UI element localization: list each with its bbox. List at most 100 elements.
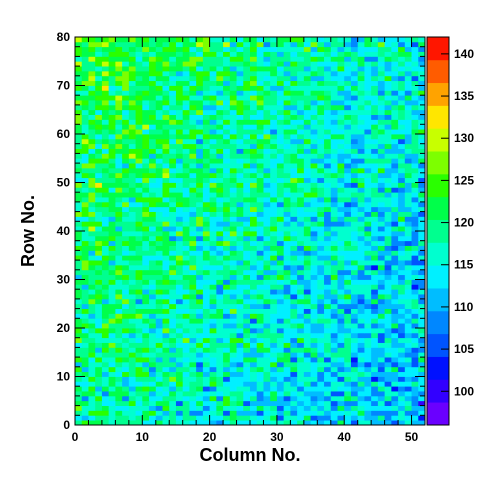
- heatmap-cell: [175, 342, 184, 348]
- heatmap-cell: [75, 153, 83, 159]
- heatmap-cell: [229, 66, 237, 72]
- heatmap-cell: [216, 376, 224, 382]
- heatmap-cell: [270, 260, 278, 266]
- heatmap-cell: [364, 143, 372, 149]
- heatmap-cell: [297, 313, 305, 319]
- heatmap-cell: [384, 226, 392, 232]
- heatmap-cell: [324, 124, 332, 130]
- heatmap-cell: [175, 376, 184, 382]
- heatmap-cell: [263, 138, 271, 145]
- heatmap-cell: [350, 337, 359, 343]
- heatmap-cell: [404, 221, 412, 227]
- heatmap-cell: [270, 269, 278, 276]
- heatmap-cell: [256, 119, 264, 125]
- heatmap-cell: [182, 308, 190, 314]
- heatmap-cell: [404, 318, 412, 324]
- heatmap-cell: [196, 308, 204, 314]
- heatmap-cell: [270, 289, 278, 295]
- heatmap-cell: [276, 303, 285, 309]
- heatmap-cell: [391, 352, 399, 358]
- heatmap-cell: [350, 46, 359, 52]
- heatmap-cell: [243, 279, 251, 285]
- heatmap-cell: [324, 289, 332, 295]
- heatmap-cell: [175, 143, 184, 149]
- heatmap-cell: [411, 124, 419, 130]
- heatmap-cell: [162, 386, 170, 392]
- heatmap-cell: [175, 197, 184, 203]
- heatmap-cell: [95, 240, 103, 246]
- x-tick-label: 40: [338, 430, 352, 444]
- heatmap-cell: [189, 332, 197, 339]
- heatmap-cell: [142, 284, 150, 290]
- heatmap-cell: [270, 51, 278, 57]
- heatmap-cell: [162, 381, 170, 387]
- heatmap-cell: [149, 201, 157, 208]
- heatmap-cell: [270, 41, 278, 48]
- heatmap-cell: [142, 104, 150, 111]
- heatmap-cell: [377, 255, 386, 261]
- heatmap-cell: [115, 216, 123, 222]
- heatmap-cell: [135, 197, 143, 203]
- heatmap-cell: [297, 177, 305, 183]
- heatmap-cell: [101, 124, 110, 130]
- heatmap-cell: [391, 376, 399, 382]
- heatmap-cell: [223, 148, 231, 154]
- heatmap-cell: [250, 129, 258, 135]
- heatmap-cell: [377, 80, 386, 86]
- heatmap-cell: [303, 308, 311, 314]
- heatmap-cell: [162, 357, 170, 363]
- heatmap-cell: [310, 37, 318, 43]
- heatmap-cell: [418, 269, 426, 276]
- heatmap-cell: [175, 279, 184, 285]
- heatmap-cell: [250, 95, 258, 101]
- heatmap-cell: [384, 352, 392, 358]
- heatmap-cell: [317, 420, 325, 426]
- heatmap-cell: [418, 109, 426, 115]
- colorbar-segment: [427, 196, 449, 220]
- heatmap-cell: [209, 143, 217, 149]
- heatmap-cell: [155, 80, 163, 86]
- heatmap-cell: [216, 51, 224, 57]
- heatmap-cell: [175, 75, 184, 82]
- heatmap-cell: [216, 216, 224, 222]
- heatmap-cell: [263, 90, 271, 96]
- heatmap-cell: [81, 66, 89, 72]
- heatmap-cell: [149, 357, 157, 363]
- heatmap-cell: [270, 298, 278, 305]
- heatmap-cell: [189, 352, 197, 358]
- heatmap-cell: [196, 206, 204, 212]
- heatmap-cell: [303, 37, 311, 43]
- heatmap-cell: [344, 298, 352, 305]
- heatmap-cell: [411, 313, 419, 319]
- heatmap-cell: [88, 400, 96, 406]
- heatmap-cell: [371, 182, 379, 188]
- heatmap-cell: [364, 245, 372, 251]
- heatmap-cell: [189, 153, 197, 159]
- heatmap-cell: [182, 80, 190, 86]
- heatmap-cell: [209, 405, 217, 411]
- heatmap-cell: [155, 66, 163, 72]
- heatmap-cell: [162, 279, 170, 285]
- heatmap-cell: [101, 221, 110, 227]
- heatmap-cell: [88, 405, 96, 411]
- heatmap-cell: [290, 284, 298, 290]
- heatmap-cell: [357, 264, 365, 271]
- heatmap-cell: [81, 61, 89, 67]
- heatmap-cell: [108, 381, 116, 387]
- heatmap-cell: [169, 226, 177, 232]
- heatmap-cell: [122, 75, 130, 82]
- heatmap-cell: [229, 56, 237, 62]
- heatmap-cell: [371, 134, 379, 140]
- heatmap-cell: [297, 410, 305, 416]
- heatmap-cell: [330, 366, 338, 373]
- heatmap-cell: [122, 240, 130, 246]
- heatmap-cell: [81, 197, 89, 203]
- heatmap-cell: [330, 85, 338, 91]
- heatmap-cell: [95, 143, 103, 149]
- heatmap-cell: [270, 75, 278, 82]
- heatmap-cell: [243, 274, 251, 280]
- heatmap-cell: [243, 395, 251, 402]
- heatmap-cell: [202, 342, 211, 348]
- heatmap-cell: [290, 240, 298, 246]
- heatmap-cell: [357, 318, 365, 324]
